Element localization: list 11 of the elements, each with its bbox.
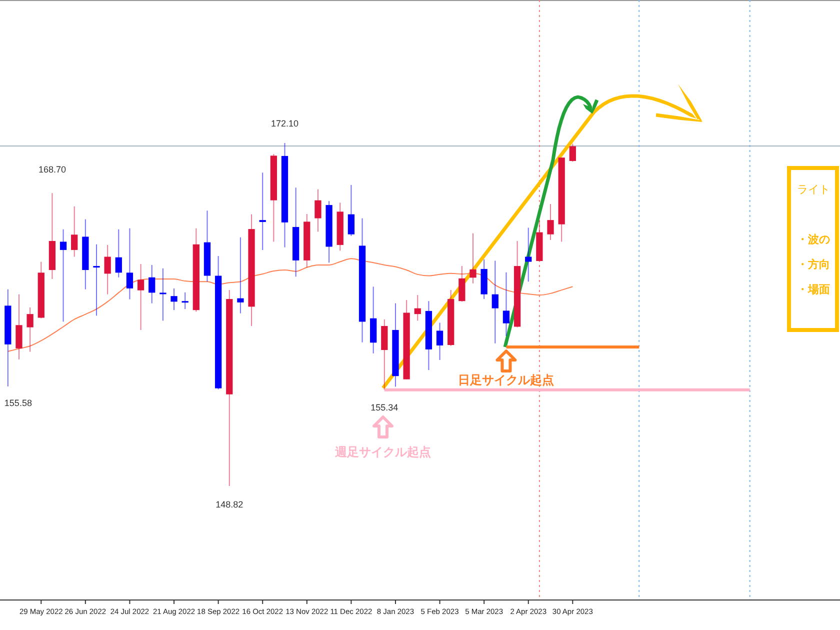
annotation: 155.58	[4, 398, 32, 408]
annotation: ・方向	[797, 258, 830, 271]
annotation: ・場面	[797, 282, 830, 296]
annotation: 日足サイクル起点	[458, 373, 554, 388]
annotation: 148.82	[216, 499, 244, 510]
annotation: ライト	[797, 184, 830, 196]
annotation: 172.10	[270, 118, 299, 128]
annotation: ・波の	[797, 232, 830, 246]
annotation: 155.34	[370, 402, 398, 412]
annotation: 168.70	[38, 164, 66, 174]
annotation: 週足サイクル起点	[334, 445, 431, 460]
